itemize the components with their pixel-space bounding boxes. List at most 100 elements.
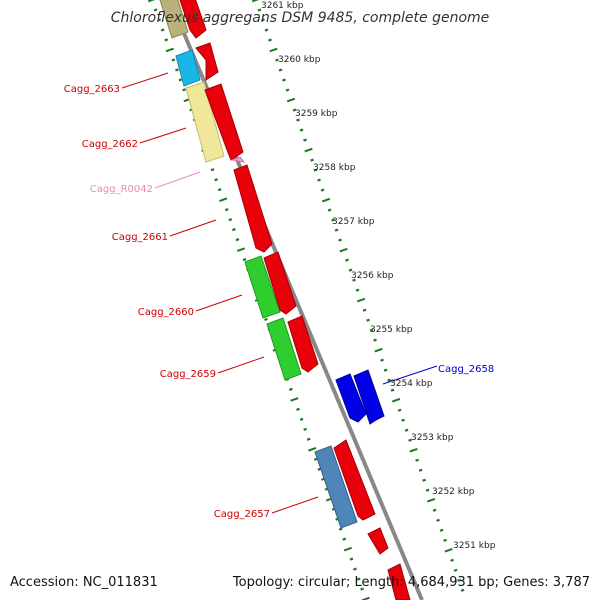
minor-tick — [436, 518, 440, 522]
major-tick — [391, 397, 401, 403]
minor-tick — [275, 58, 279, 62]
forward-strand-genes — [179, 0, 411, 600]
major-tick — [251, 0, 260, 3]
minor-tick — [235, 238, 240, 242]
minor-tick — [380, 358, 384, 362]
kbp-scale-label: 3254 kbp — [390, 379, 433, 389]
minor-tick — [175, 68, 179, 72]
gene-feature[interactable] — [195, 42, 219, 81]
gene-feature[interactable] — [287, 315, 319, 373]
minor-tick — [214, 178, 218, 182]
topology-text: Topology: circular; Length: 4,684,931 bp… — [232, 575, 590, 590]
minor-tick — [317, 178, 321, 182]
major-tick — [290, 397, 299, 402]
gene-feature[interactable] — [179, 0, 207, 39]
map-title: Chloroflexus aggregans DSM 9485, complet… — [111, 10, 490, 26]
gene-feature[interactable] — [367, 527, 389, 555]
minor-tick — [303, 138, 307, 142]
minor-tick — [296, 407, 300, 411]
minor-tick — [313, 168, 318, 172]
kbp-scale-label: 3252 kbp — [432, 487, 475, 497]
rna-feature[interactable] — [230, 156, 246, 163]
leader-line — [121, 72, 169, 89]
minor-tick — [282, 78, 286, 82]
gene-feature[interactable] — [387, 563, 411, 600]
minor-tick — [355, 288, 360, 292]
minor-tick — [432, 508, 437, 512]
minor-tick — [352, 278, 356, 282]
minor-tick — [232, 228, 236, 232]
kbp-scale-label: 3258 kbp — [313, 163, 356, 173]
gene-feature[interactable] — [335, 373, 367, 423]
gene-feature[interactable] — [185, 81, 225, 163]
gene-label[interactable]: Cagg_2660 — [138, 307, 194, 318]
minor-tick — [296, 118, 300, 122]
minor-tick — [264, 28, 269, 32]
minor-tick — [415, 458, 419, 462]
major-tick — [339, 247, 348, 253]
kbp-scale-label: 3257 kbp — [332, 217, 375, 227]
major-tick — [147, 0, 155, 3]
minor-tick — [460, 588, 465, 592]
major-tick — [304, 147, 313, 153]
label-leader-lines — [121, 72, 438, 514]
gene-label[interactable]: Cagg_R0042 — [90, 184, 153, 195]
gene-label[interactable]: Cagg_2663 — [64, 84, 120, 95]
kbp-scale-label: 3260 kbp — [278, 55, 321, 65]
minor-tick — [210, 168, 215, 172]
minor-tick — [242, 258, 247, 262]
minor-tick — [338, 238, 342, 242]
minor-tick — [299, 417, 304, 421]
gene-label[interactable]: Cagg_2659 — [160, 369, 216, 380]
gene-feature[interactable] — [353, 369, 385, 425]
gene-feature[interactable] — [266, 317, 302, 381]
gene-feature[interactable] — [204, 83, 244, 161]
gene-label[interactable]: Cagg_2657 — [214, 509, 270, 520]
gene-feature[interactable] — [159, 0, 189, 39]
major-tick — [374, 347, 383, 353]
minor-tick — [178, 78, 183, 82]
kbp-scale-label: 3253 kbp — [411, 433, 454, 443]
gene-feature[interactable] — [263, 251, 297, 315]
gene-label[interactable]: Cagg_2662 — [82, 139, 138, 150]
gene-labels: Cagg_2663 Cagg_2662 Cagg_R0042 Cagg_2661 Cag… — [64, 84, 495, 520]
minor-tick — [422, 478, 426, 482]
gene-feature[interactable] — [314, 445, 358, 529]
minor-tick — [356, 577, 361, 581]
accession-text: Accession: NC_011831 — [10, 575, 158, 590]
minor-tick — [261, 18, 265, 22]
minor-tick — [342, 537, 347, 541]
minor-tick — [164, 38, 169, 42]
minor-tick — [299, 128, 304, 132]
minor-tick — [348, 268, 353, 272]
scale-labels: 3261 kbp 3260 kbp 3259 kbp 3258 kbp 3257 kbp… — [261, 1, 496, 551]
minor-tick — [387, 378, 391, 382]
minor-tick — [306, 437, 311, 441]
minor-tick — [160, 28, 165, 32]
leader-line — [154, 171, 201, 189]
minor-tick — [349, 557, 354, 561]
minor-tick — [278, 68, 283, 72]
gene-feature[interactable] — [233, 164, 273, 253]
gene-feature[interactable] — [244, 255, 281, 319]
minor-tick — [401, 418, 405, 422]
minor-tick — [182, 88, 186, 92]
gene-feature[interactable] — [333, 439, 376, 521]
minor-tick — [264, 317, 268, 322]
minor-tick — [457, 578, 461, 582]
minor-tick — [366, 318, 370, 322]
major-tick — [219, 197, 228, 202]
leader-line — [271, 496, 319, 514]
gene-label[interactable]: Cagg_2658 — [438, 364, 494, 375]
major-tick — [286, 97, 296, 103]
minor-tick — [425, 488, 430, 492]
major-tick — [236, 247, 246, 252]
minor-tick — [310, 158, 314, 162]
gene-label[interactable]: Cagg_2661 — [112, 232, 168, 243]
leader-line — [195, 294, 243, 312]
minor-tick — [331, 218, 335, 222]
minor-tick — [390, 388, 395, 392]
major-tick — [356, 297, 366, 303]
gene-feature[interactable] — [175, 49, 201, 87]
